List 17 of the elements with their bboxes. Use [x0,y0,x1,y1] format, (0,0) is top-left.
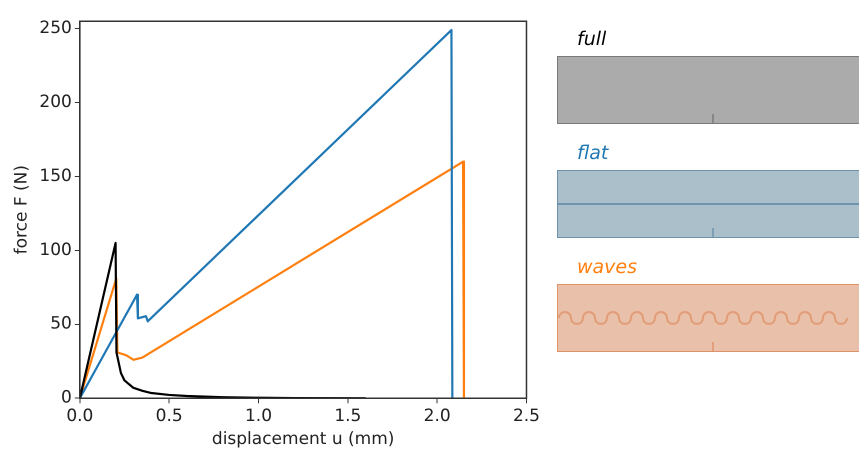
x-axis-title: displacement u (mm) [212,429,394,450]
text: waves [577,255,638,280]
text: flat [577,141,610,166]
y-tick-label: 100 [39,240,72,260]
y-axis-title: force F (N) [12,165,32,254]
y-tick-label: 0 [61,388,72,408]
y-tick-label: 250 [39,18,72,38]
x-tick-label: 2.0 [424,406,451,426]
x-tick-label: 2.5 [512,406,540,426]
text: full [577,27,608,52]
x-tick-label: 1.0 [244,406,272,426]
x-tick-label: 0.5 [156,406,183,426]
y-tick-label: 200 [39,92,72,112]
x-tick-label: 1.5 [334,406,362,426]
y-tick-label: 50 [50,314,72,334]
x-tick-label: 0.0 [66,406,94,426]
y-tick-label: 150 [39,166,72,186]
